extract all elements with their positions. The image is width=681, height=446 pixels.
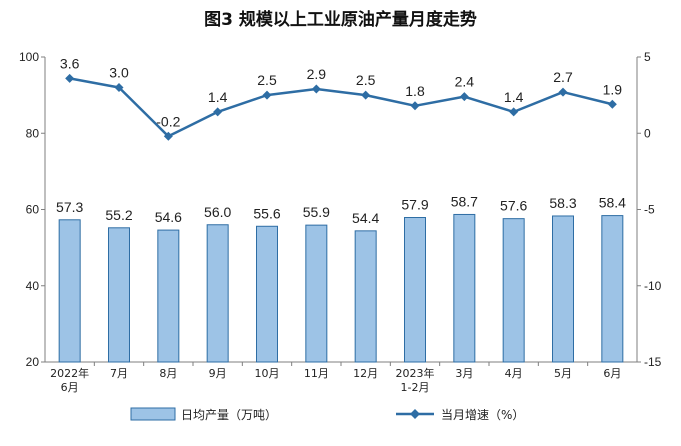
line-point <box>410 101 420 111</box>
line-point <box>163 131 173 141</box>
x-tick-label: 5月 <box>554 367 572 380</box>
legend-bar-swatch <box>130 407 176 421</box>
line-point <box>361 90 371 100</box>
x-tick-label: 6月 <box>603 367 621 380</box>
bar <box>206 224 229 363</box>
line-value-label: 1.8 <box>405 83 425 99</box>
y-right-tick-label: -5 <box>644 203 655 217</box>
chart-title: 图3 规模以上工业原油产量月度走势 <box>204 9 477 30</box>
bar <box>404 217 426 363</box>
line-value-label: 2.5 <box>257 72 277 88</box>
y-left-tick-label: 60 <box>26 203 40 217</box>
x-tick-label: 9月 <box>209 367 227 380</box>
axes: 20 40 60 80 100 -15 -10 -5 0 5 <box>19 50 662 369</box>
legend-line-label: 当月增速（%） <box>441 408 524 422</box>
bar-value-label: 57.9 <box>401 197 428 213</box>
x-tick-label: 6月 <box>61 381 79 394</box>
y-left-tick-label: 40 <box>26 279 40 293</box>
bar <box>453 213 476 363</box>
bar-value-label: 58.3 <box>549 195 576 211</box>
line-point <box>114 83 124 92</box>
line-point <box>459 92 469 102</box>
line-value-label: 1.4 <box>504 89 524 105</box>
y-right-tick-label: 5 <box>644 50 651 64</box>
y-right-tick-label: 0 <box>644 126 651 140</box>
bar-value-label: 57.6 <box>500 198 527 214</box>
x-tick-label: 11月 <box>304 367 329 380</box>
x-tick-label: 12月 <box>353 367 378 380</box>
bar-value-label: 55.6 <box>253 205 280 221</box>
bar <box>354 230 377 363</box>
line-point <box>311 84 321 94</box>
bar <box>108 227 130 363</box>
y-left-tick-label: 80 <box>26 126 40 140</box>
bar <box>58 219 81 363</box>
y-left-tick-label: 20 <box>26 355 40 369</box>
x-tick-label: 3月 <box>455 367 473 380</box>
bar-value-label: 54.4 <box>352 210 379 226</box>
line-value-label: 2.7 <box>553 69 573 85</box>
x-tick-label: 4月 <box>505 367 523 380</box>
line-value-label: 3.0 <box>109 65 129 81</box>
line-value-label: 3.6 <box>60 55 80 71</box>
line-series <box>65 73 617 141</box>
line-value-label: 2.5 <box>356 72 376 88</box>
bar <box>601 215 624 363</box>
line-point <box>262 90 272 100</box>
line-value-label: 2.9 <box>307 66 327 82</box>
bar <box>256 225 278 363</box>
bar-value-label: 58.7 <box>451 193 478 209</box>
x-tick-label: 10月 <box>255 367 280 380</box>
line-value-label: -0.2 <box>156 113 180 129</box>
bar-value-label: 55.2 <box>105 207 132 223</box>
x-tick-label: 2022年 <box>50 366 89 380</box>
line-point <box>558 87 568 97</box>
line-value-label: 1.4 <box>208 89 228 105</box>
legend-line-marker <box>410 409 420 419</box>
line-point <box>607 99 617 109</box>
x-tick-label: 8月 <box>159 367 177 380</box>
y-right-tick-label: -15 <box>644 355 662 369</box>
bar-series <box>58 213 624 363</box>
bar-value-label: 55.9 <box>303 204 330 220</box>
y-right-tick-label: -10 <box>644 279 662 293</box>
bar-value-label: 56.0 <box>204 204 231 220</box>
bar <box>157 229 180 363</box>
bar-value-label: 57.3 <box>56 199 83 215</box>
x-tick-label: 1-2月 <box>401 381 430 394</box>
bar <box>552 215 574 363</box>
legend-bar-label: 日均产量（万吨） <box>181 408 277 422</box>
y-left-tick-label: 100 <box>19 50 39 64</box>
x-tick-label: 2023年 <box>396 366 435 380</box>
line-point <box>509 107 519 117</box>
bar <box>502 218 525 363</box>
x-tick-label: 7月 <box>110 367 128 380</box>
line-data-labels: 3.6 3.0 -0.2 1.4 2.5 2.9 2.5 1.8 2.4 1.4 2.7 1.9 <box>60 55 622 129</box>
bar-value-label: 58.4 <box>599 195 626 211</box>
line-point <box>65 73 75 83</box>
bar <box>305 224 328 363</box>
line-value-label: 1.9 <box>603 81 623 97</box>
line-point <box>213 107 223 117</box>
legend: 日均产量（万吨） 当月增速（%） <box>130 407 524 422</box>
bar-value-label: 54.6 <box>155 209 182 225</box>
bar-data-labels: 57.3 55.2 54.6 56.0 55.6 55.9 54.4 57.9 58.7 57.6… <box>56 193 626 225</box>
line-value-label: 2.4 <box>455 74 475 90</box>
growth-line <box>69 77 613 138</box>
